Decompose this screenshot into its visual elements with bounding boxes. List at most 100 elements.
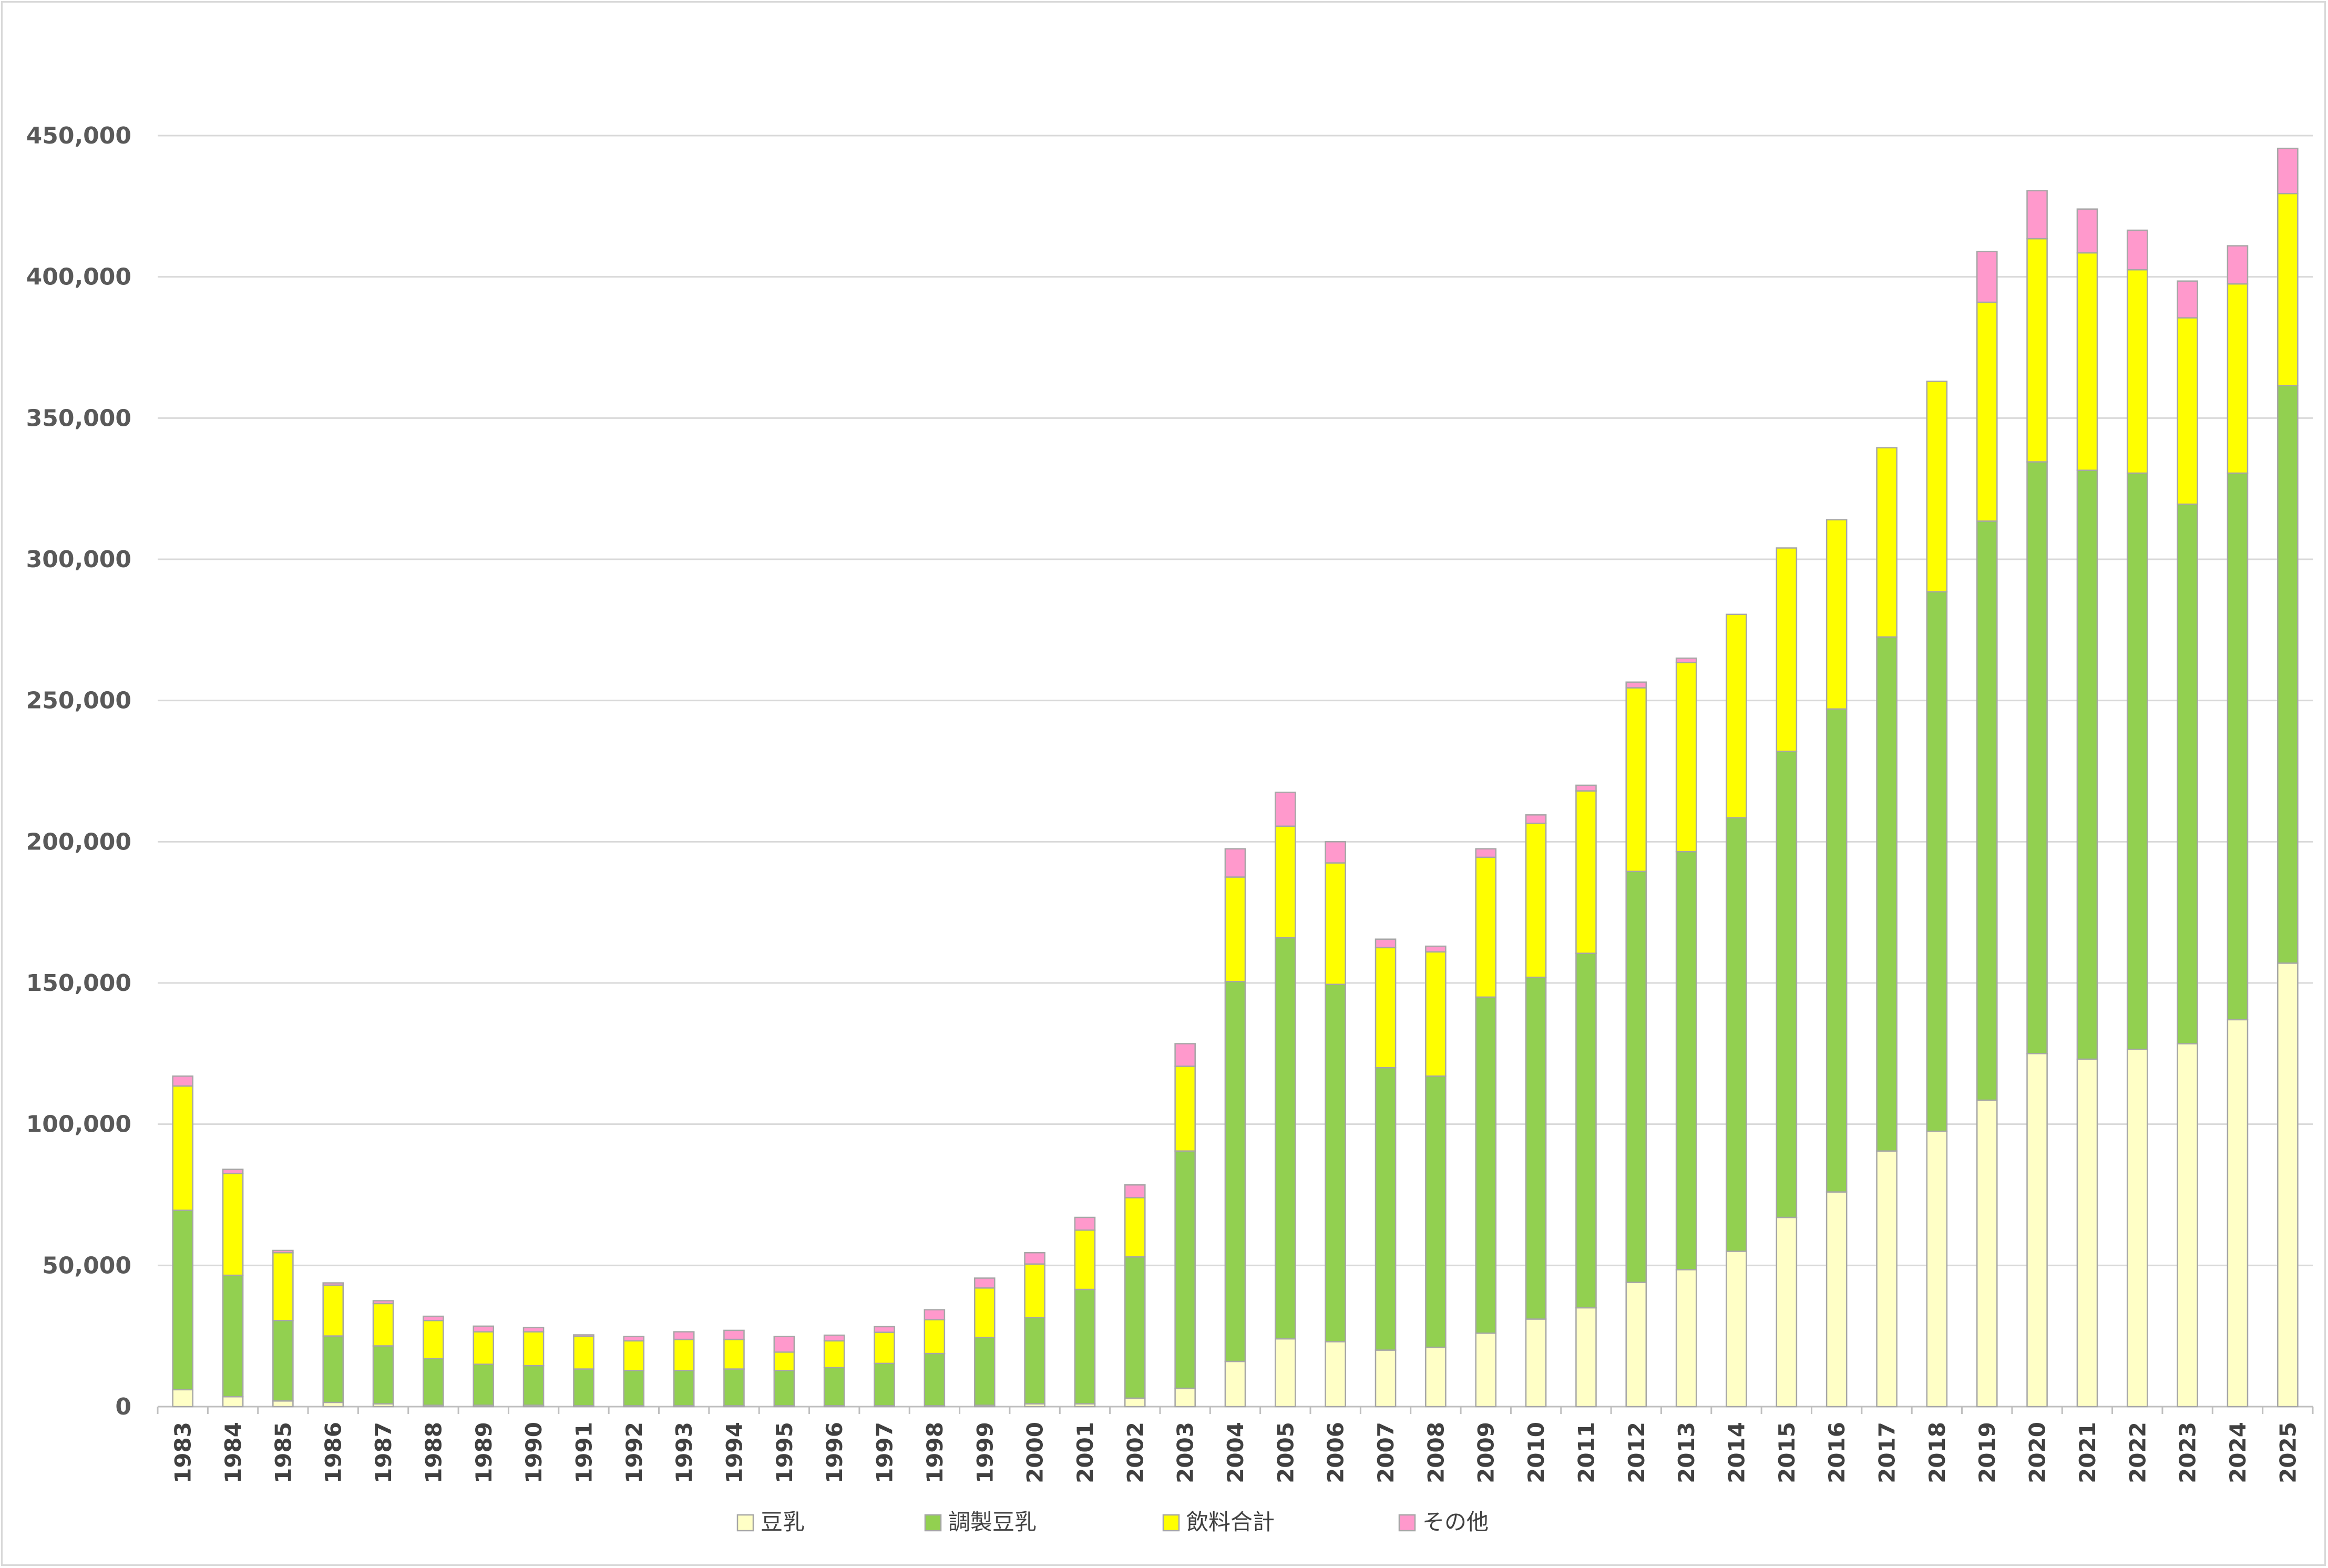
- bar-segment: [1625, 681, 1647, 689]
- bar-segment: [1525, 1318, 1547, 1408]
- bar-segment: [924, 1352, 946, 1407]
- bar-segment: [473, 1364, 495, 1406]
- bar-segment: [222, 1169, 244, 1174]
- y-tick-label: 200,000: [26, 828, 131, 855]
- bar-segment: [723, 1338, 745, 1370]
- bar-segment: [222, 1396, 244, 1408]
- x-tick-label: 1984: [220, 1422, 246, 1483]
- bar-segment: [473, 1325, 495, 1333]
- y-tick-label: 400,000: [26, 264, 131, 291]
- bar-segment: [573, 1368, 594, 1407]
- x-tick-label: 2003: [1173, 1422, 1198, 1483]
- x-tick-label: 2010: [1523, 1422, 1549, 1483]
- x-tick-label: 1997: [872, 1422, 898, 1483]
- bar-segment: [2126, 269, 2148, 474]
- bar-segment: [1174, 1043, 1196, 1067]
- bar-segment: [1826, 1191, 1848, 1408]
- x-tick-label: 1985: [270, 1422, 296, 1483]
- bar-segment: [2076, 1058, 2098, 1408]
- x-tick-label: 2025: [2275, 1422, 2301, 1483]
- bar-segment: [2277, 962, 2299, 1408]
- bar-segment: [172, 1389, 193, 1408]
- y-tick-label: 0: [115, 1393, 131, 1420]
- x-tick-label: 1987: [371, 1422, 396, 1483]
- bar-segment: [623, 1336, 645, 1342]
- bar-segment: [473, 1331, 495, 1365]
- x-tick-label: 2012: [1624, 1422, 1649, 1483]
- gridlines: [158, 135, 2313, 1408]
- x-tick-label: 1983: [170, 1422, 196, 1483]
- bar-segment: [1976, 251, 1998, 303]
- bar-segment: [2277, 385, 2299, 964]
- bar-segment: [2277, 147, 2299, 194]
- x-tick-label: 1988: [421, 1422, 446, 1483]
- bar-segment: [573, 1334, 594, 1337]
- bar-segment: [723, 1329, 745, 1340]
- bar-segment: [1976, 1099, 1998, 1408]
- bar-segment: [372, 1303, 394, 1347]
- bar-segment: [272, 1249, 294, 1254]
- bar-segment: [1525, 814, 1547, 824]
- bar-segment: [1425, 1346, 1447, 1408]
- bar-segment: [673, 1331, 695, 1340]
- bar-segment: [924, 1319, 946, 1355]
- bar-segment: [823, 1334, 845, 1342]
- bar-segment: [2227, 1019, 2249, 1408]
- bar-segment: [322, 1335, 344, 1403]
- bar-segment: [522, 1327, 545, 1333]
- bar-segment: [1074, 1216, 1096, 1231]
- legend-label: 調製豆乳: [948, 1509, 1037, 1535]
- bar-segment: [1325, 862, 1346, 985]
- bar-segment: [1174, 1150, 1196, 1389]
- bar-segment: [1124, 1184, 1146, 1198]
- bar-segment: [1675, 657, 1697, 663]
- legend-label: その他: [1422, 1509, 1489, 1535]
- x-tick-label: 2021: [2075, 1422, 2100, 1483]
- bar-segment: [1976, 520, 1998, 1101]
- bar-segment: [823, 1340, 845, 1369]
- y-tick-label: 450,000: [26, 122, 131, 149]
- bar-segment: [222, 1274, 244, 1398]
- x-tick-label: 2023: [2175, 1422, 2201, 1483]
- bar-segment: [2026, 1053, 2048, 1408]
- bar-segment: [874, 1326, 895, 1333]
- bar-segment: [2227, 245, 2249, 285]
- bar-segment: [1475, 1333, 1497, 1408]
- bar-segment: [1024, 1317, 1045, 1405]
- bar-segment: [2126, 229, 2148, 271]
- bar-segment: [623, 1340, 645, 1371]
- bar-segment: [222, 1173, 244, 1276]
- x-tick-label: 2017: [1874, 1422, 1900, 1483]
- bar-segment: [874, 1331, 895, 1365]
- bar-segment: [2177, 1043, 2198, 1408]
- bar-segment: [1726, 613, 1747, 818]
- bar-segment: [1726, 1251, 1747, 1408]
- bar-segment: [1876, 1150, 1898, 1408]
- y-tick-label: 100,000: [26, 1111, 131, 1138]
- bars: [172, 147, 2299, 1408]
- bar-segment: [1726, 817, 1747, 1252]
- bar-segment: [1074, 1288, 1096, 1405]
- bar-segment: [623, 1369, 645, 1407]
- bar-segment: [1224, 1360, 1246, 1408]
- bar-segment: [2026, 190, 2048, 240]
- bar-segment: [1024, 1263, 1045, 1318]
- bar-segment: [1425, 945, 1447, 953]
- bar-segment: [1174, 1065, 1196, 1152]
- legend-swatch: [1398, 1514, 1416, 1532]
- bar-segment: [2177, 280, 2198, 319]
- bar-segment: [1926, 591, 1948, 1132]
- x-tick-label: 2013: [1674, 1422, 1699, 1483]
- bar-segment: [1776, 751, 1798, 1218]
- bar-segment: [973, 1277, 996, 1289]
- x-tick-label: 1992: [621, 1422, 647, 1483]
- bar-segment: [1325, 1341, 1346, 1408]
- bar-segment: [673, 1338, 695, 1371]
- bar-segment: [1926, 1130, 1948, 1408]
- x-tick-label: 2011: [1573, 1422, 1599, 1483]
- bar-segment: [1074, 1229, 1096, 1290]
- bar-segment: [1525, 823, 1547, 978]
- x-tick-label: 1990: [521, 1422, 547, 1483]
- x-tick-label: 2014: [1724, 1422, 1749, 1483]
- bar-segment: [673, 1369, 695, 1407]
